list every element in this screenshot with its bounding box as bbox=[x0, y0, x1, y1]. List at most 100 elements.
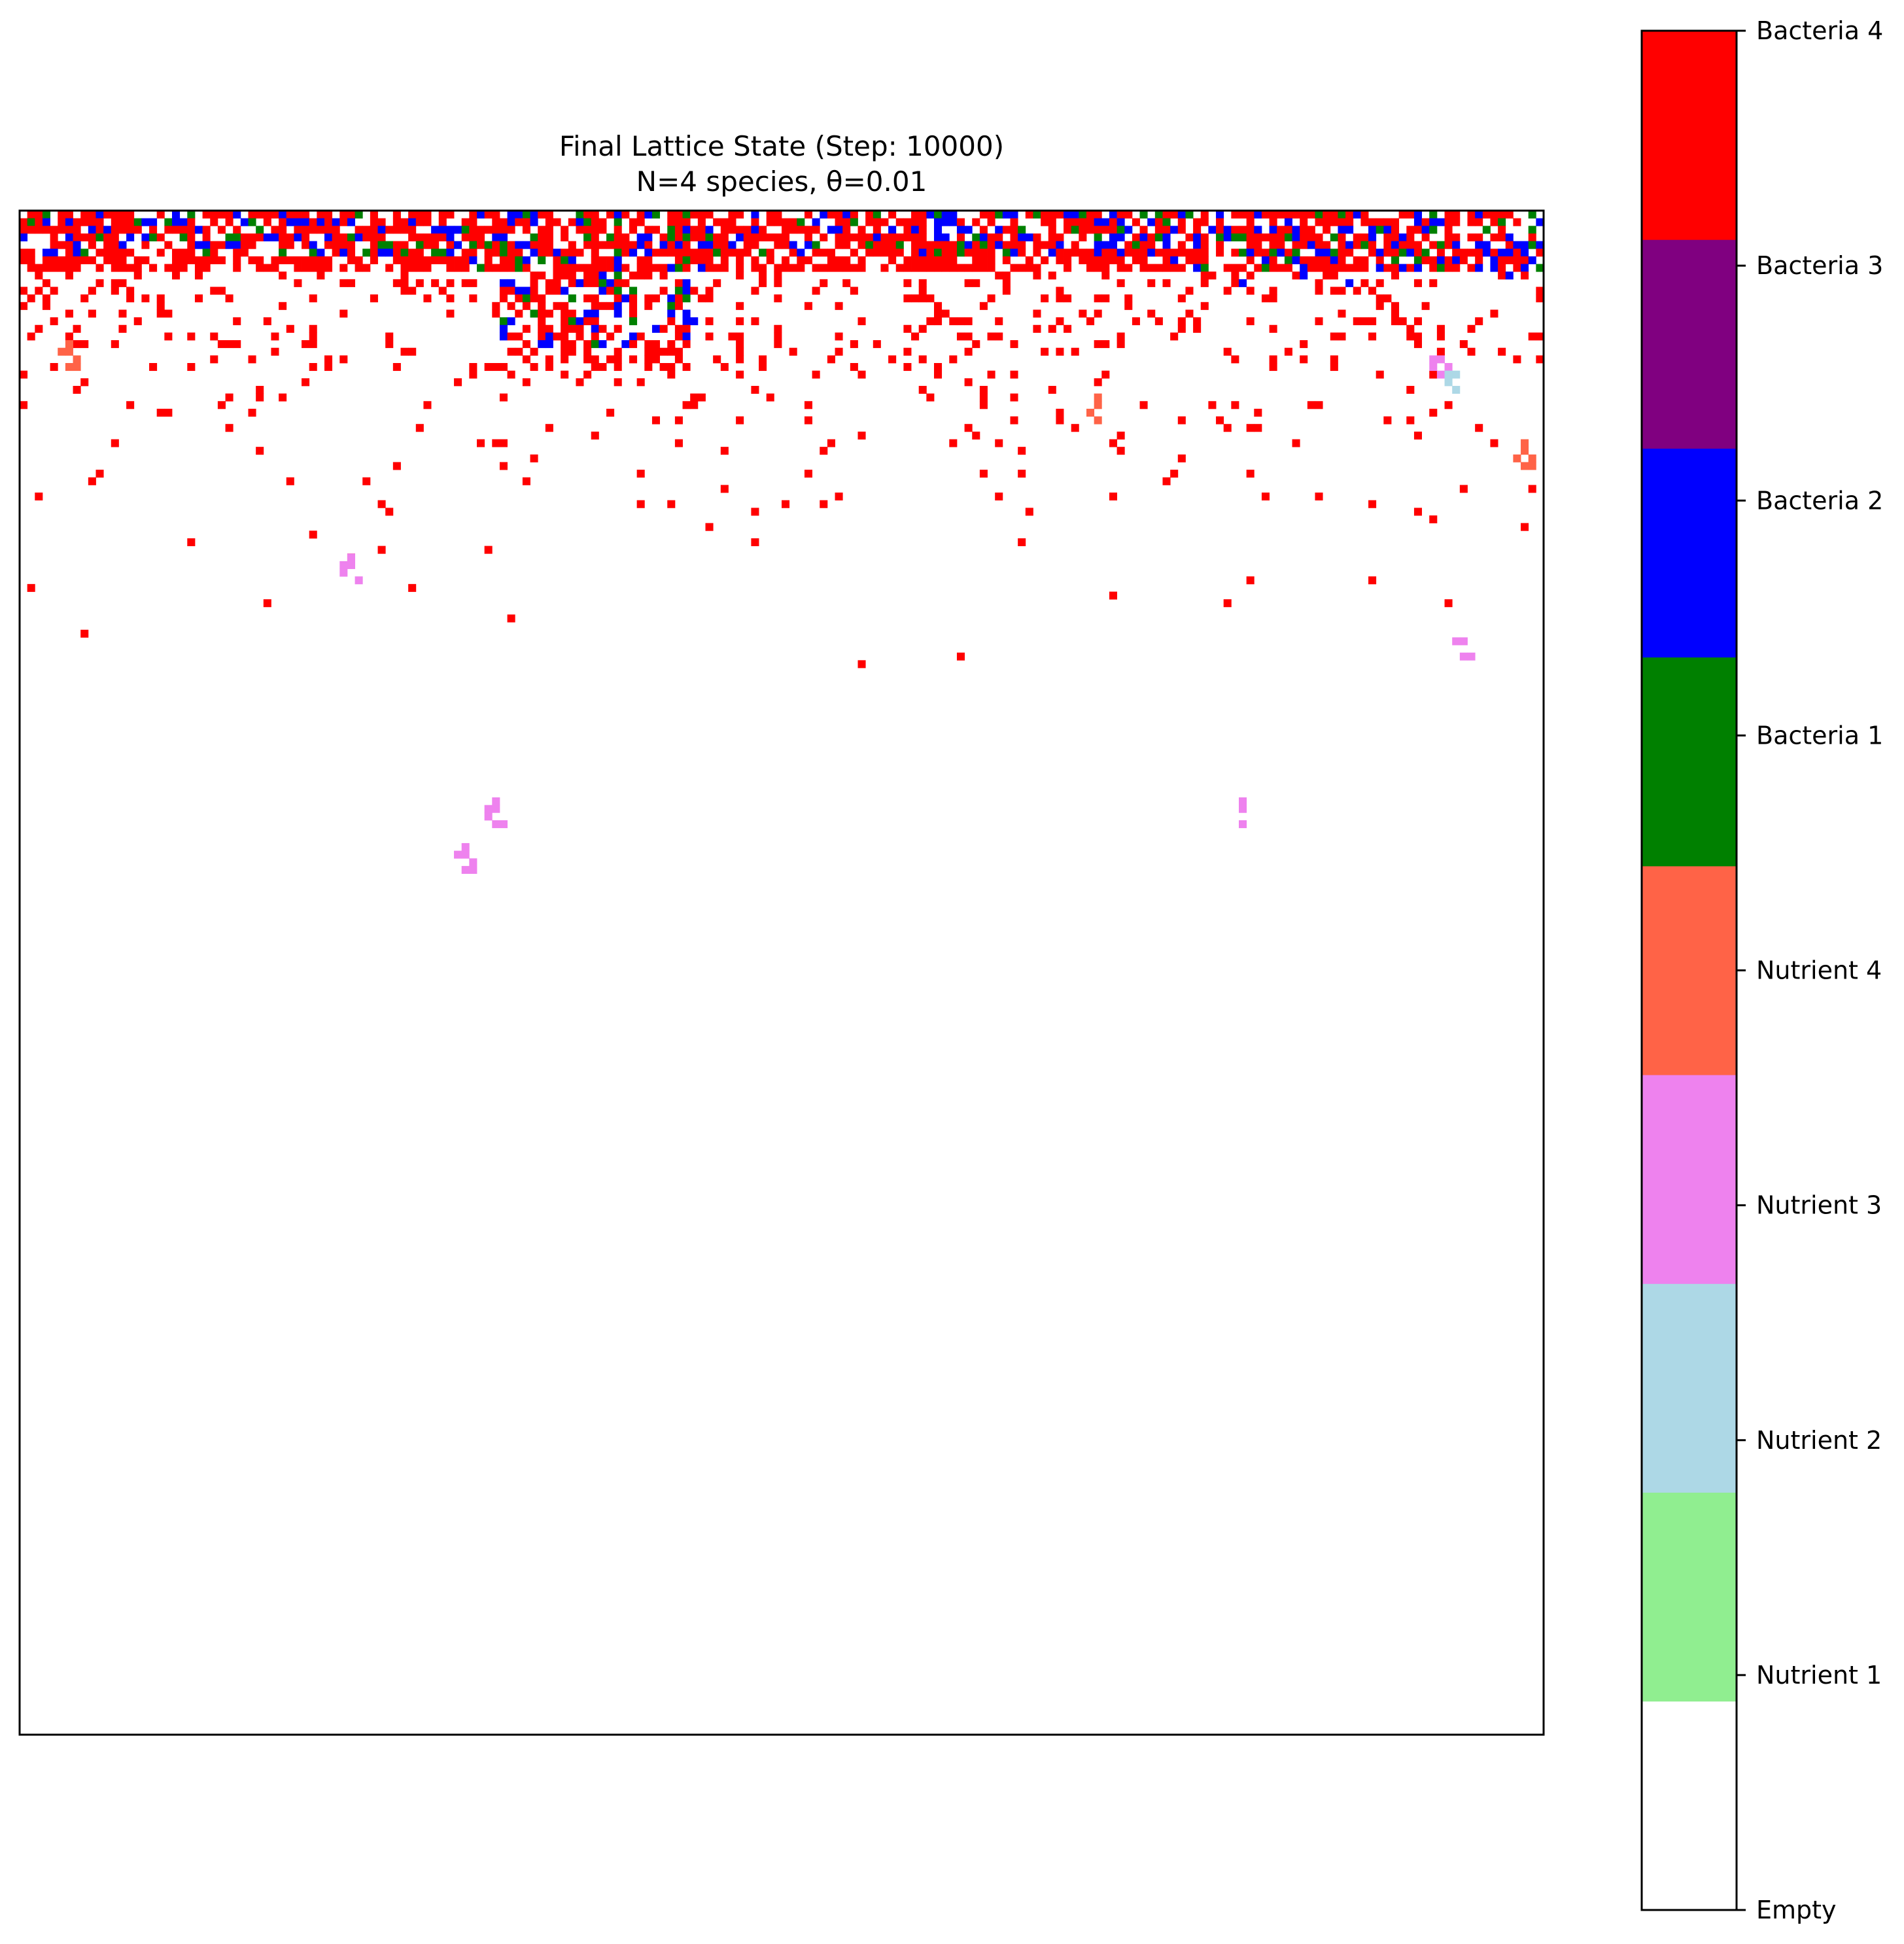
bacteria-4-cell bbox=[80, 218, 89, 226]
bacteria-2-cell bbox=[118, 241, 127, 249]
bacteria-2-cell bbox=[1436, 256, 1445, 264]
bacteria-2-cell bbox=[377, 249, 386, 257]
bacteria-2-cell bbox=[1048, 249, 1056, 257]
bacteria-1-cell bbox=[873, 211, 881, 219]
bacteria-4-cell bbox=[606, 355, 615, 364]
bacteria-4-cell bbox=[1444, 211, 1453, 219]
bacteria-4-cell bbox=[233, 256, 241, 264]
bacteria-2-cell bbox=[812, 218, 820, 226]
bacteria-4-cell bbox=[118, 218, 127, 226]
bacteria-2-cell bbox=[1101, 218, 1110, 226]
bacteria-4-cell bbox=[461, 233, 470, 241]
bacteria-4-cell bbox=[538, 271, 546, 280]
bacteria-4-cell bbox=[850, 340, 858, 349]
bacteria-1-cell bbox=[674, 286, 683, 295]
bacteria-4-cell bbox=[591, 249, 599, 257]
bacteria-4-cell bbox=[522, 264, 530, 272]
bacteria-4-cell bbox=[1513, 355, 1521, 364]
bacteria-4-cell bbox=[408, 286, 417, 295]
bacteria-4-cell bbox=[911, 256, 920, 264]
bacteria-4-cell bbox=[20, 302, 28, 310]
bacteria-4-cell bbox=[415, 264, 424, 272]
bacteria-2-cell bbox=[1239, 279, 1247, 287]
bacteria-4-cell bbox=[1010, 264, 1018, 272]
bacteria-4-cell bbox=[1056, 211, 1064, 219]
bacteria-4-cell bbox=[1429, 256, 1438, 264]
bacteria-4-cell bbox=[118, 211, 127, 219]
bacteria-1-cell bbox=[248, 218, 256, 226]
bacteria-4-cell bbox=[697, 211, 706, 219]
bacteria-4-cell bbox=[636, 271, 645, 280]
bacteria-4-cell bbox=[392, 218, 401, 226]
bacteria-4-cell bbox=[934, 302, 943, 310]
bacteria-4-cell bbox=[1254, 264, 1262, 272]
bacteria-4-cell bbox=[1147, 241, 1156, 249]
bacteria-4-cell bbox=[850, 286, 858, 295]
bacteria-4-cell bbox=[172, 249, 181, 257]
bacteria-4-cell bbox=[256, 264, 264, 272]
bacteria-2-cell bbox=[302, 218, 310, 226]
bacteria-2-cell bbox=[179, 218, 188, 226]
bacteria-1-cell bbox=[629, 286, 638, 295]
bacteria-4-cell bbox=[1139, 249, 1148, 257]
bacteria-4-cell bbox=[880, 249, 889, 257]
bacteria-2-cell bbox=[1124, 226, 1133, 234]
bacteria-4-cell bbox=[484, 363, 493, 372]
bacteria-4-cell bbox=[392, 249, 401, 257]
bacteria-4-cell bbox=[317, 226, 325, 234]
bacteria-4-cell bbox=[591, 256, 599, 264]
bacteria-4-cell bbox=[1368, 249, 1377, 257]
bacteria-2-cell bbox=[667, 264, 676, 272]
bacteria-4-cell bbox=[1193, 317, 1202, 326]
bacteria-2-cell bbox=[682, 286, 691, 295]
bacteria-4-cell bbox=[263, 218, 271, 226]
bacteria-4-cell bbox=[1498, 347, 1506, 356]
bacteria-4-cell bbox=[1116, 279, 1125, 287]
bacteria-4-cell bbox=[873, 218, 881, 226]
nutrient-3-cell bbox=[469, 865, 477, 874]
bacteria-4-cell bbox=[461, 218, 470, 226]
bacteria-4-cell bbox=[1223, 599, 1232, 608]
bacteria-4-cell bbox=[644, 302, 653, 310]
bacteria-4-cell bbox=[1071, 347, 1079, 356]
bacteria-4-cell bbox=[651, 249, 660, 257]
bacteria-4-cell bbox=[1177, 249, 1186, 257]
bacteria-4-cell bbox=[621, 264, 630, 272]
bacteria-4-cell bbox=[225, 211, 234, 219]
bacteria-1-cell bbox=[522, 211, 530, 219]
bacteria-4-cell bbox=[1154, 264, 1163, 272]
bacteria-4-cell bbox=[408, 233, 417, 241]
bacteria-4-cell bbox=[1246, 576, 1255, 585]
bacteria-4-cell bbox=[370, 256, 378, 264]
bacteria-4-cell bbox=[1056, 233, 1064, 241]
bacteria-4-cell bbox=[1193, 218, 1202, 226]
bacteria-4-cell bbox=[347, 241, 355, 249]
bacteria-2-cell bbox=[1536, 218, 1544, 226]
bacteria-4-cell bbox=[202, 264, 211, 272]
bacteria-4-cell bbox=[1064, 324, 1072, 333]
bacteria-4-cell bbox=[118, 256, 127, 264]
bacteria-4-cell bbox=[1269, 324, 1277, 333]
bacteria-4-cell bbox=[1406, 332, 1415, 341]
bacteria-2-cell bbox=[1139, 233, 1148, 241]
bacteria-2-cell bbox=[941, 211, 950, 219]
bacteria-4-cell bbox=[133, 271, 142, 280]
bacteria-4-cell bbox=[271, 332, 279, 341]
bacteria-4-cell bbox=[431, 256, 440, 264]
bacteria-4-cell bbox=[759, 363, 767, 372]
bacteria-4-cell bbox=[1018, 470, 1026, 478]
bacteria-4-cell bbox=[172, 264, 181, 272]
bacteria-4-cell bbox=[1094, 294, 1102, 303]
bacteria-4-cell bbox=[667, 347, 676, 356]
bacteria-4-cell bbox=[126, 401, 135, 409]
nutrient-3-cell bbox=[1452, 637, 1461, 646]
bacteria-1-cell bbox=[362, 249, 371, 257]
bacteria-4-cell bbox=[835, 241, 843, 249]
bacteria-4-cell bbox=[1536, 286, 1544, 295]
bacteria-4-cell bbox=[918, 385, 927, 394]
bacteria-4-cell bbox=[1109, 439, 1117, 447]
bacteria-1-cell bbox=[1376, 226, 1384, 234]
bacteria-4-cell bbox=[987, 241, 995, 249]
bacteria-4-cell bbox=[995, 271, 1003, 280]
nutrient-3-cell bbox=[1459, 637, 1468, 646]
